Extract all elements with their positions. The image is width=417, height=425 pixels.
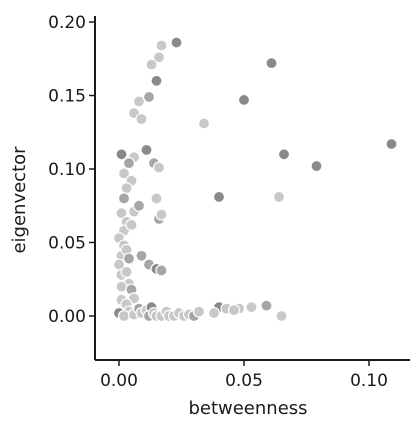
scatter-point bbox=[155, 39, 168, 52]
scatter-point bbox=[132, 95, 146, 108]
x-tick-label: 0.00 bbox=[100, 371, 138, 391]
scatter-point bbox=[155, 208, 168, 221]
scatter-point bbox=[135, 112, 148, 126]
scatter-point bbox=[117, 167, 131, 180]
scatter-point bbox=[272, 190, 286, 204]
x-ticks: 0.00 0.05 0.10 bbox=[100, 360, 388, 391]
scatter-point bbox=[245, 301, 258, 314]
x-tick-label: 0.05 bbox=[225, 371, 263, 391]
scatter-point bbox=[125, 218, 138, 231]
y-ticks: 0.00 0.05 0.10 0.15 0.20 bbox=[48, 13, 95, 327]
scatter-point bbox=[135, 249, 148, 262]
scatter-point bbox=[117, 192, 131, 205]
y-tick-label: 0.20 bbox=[48, 13, 86, 33]
scatter-point bbox=[145, 58, 158, 71]
scatter-point bbox=[155, 264, 168, 277]
scatter-point bbox=[192, 305, 206, 318]
scatter-point bbox=[120, 265, 133, 278]
scatter-point bbox=[115, 280, 128, 293]
scatter-point bbox=[277, 148, 291, 161]
scatter-point bbox=[310, 159, 323, 173]
x-tick-label: 0.10 bbox=[350, 371, 388, 391]
y-axis-label: eigenvector bbox=[9, 146, 30, 254]
points-layer bbox=[112, 36, 398, 323]
scatter-point bbox=[115, 148, 128, 161]
scatter-point bbox=[122, 157, 136, 170]
scatter-point bbox=[260, 299, 273, 312]
scatter-point bbox=[150, 74, 163, 87]
axes-layer bbox=[94, 16, 410, 361]
y-tick-label: 0.05 bbox=[48, 234, 86, 254]
scatter-point bbox=[207, 306, 221, 320]
y-tick-label: 0.10 bbox=[48, 160, 86, 180]
scatter-point bbox=[212, 190, 226, 204]
scatter-point bbox=[152, 161, 166, 174]
scatter-point bbox=[142, 90, 156, 104]
scatter-point bbox=[275, 309, 288, 323]
y-tick-label: 0.00 bbox=[48, 307, 86, 327]
scatter-point bbox=[122, 252, 136, 265]
scatter-point bbox=[140, 143, 153, 156]
scatter-point bbox=[120, 182, 133, 195]
scatter-point bbox=[170, 36, 183, 49]
scatter-point bbox=[265, 57, 278, 70]
scatter-point bbox=[152, 51, 166, 64]
x-axis-label: betweenness bbox=[188, 398, 307, 419]
scatter-point bbox=[237, 93, 251, 107]
scatter-point bbox=[385, 137, 398, 151]
scatter-point bbox=[227, 304, 241, 317]
scatter-point bbox=[132, 199, 146, 212]
scatter-point bbox=[150, 192, 163, 205]
scatter-point bbox=[197, 117, 211, 130]
y-tick-label: 0.15 bbox=[48, 87, 86, 107]
scatter-point bbox=[117, 309, 131, 323]
